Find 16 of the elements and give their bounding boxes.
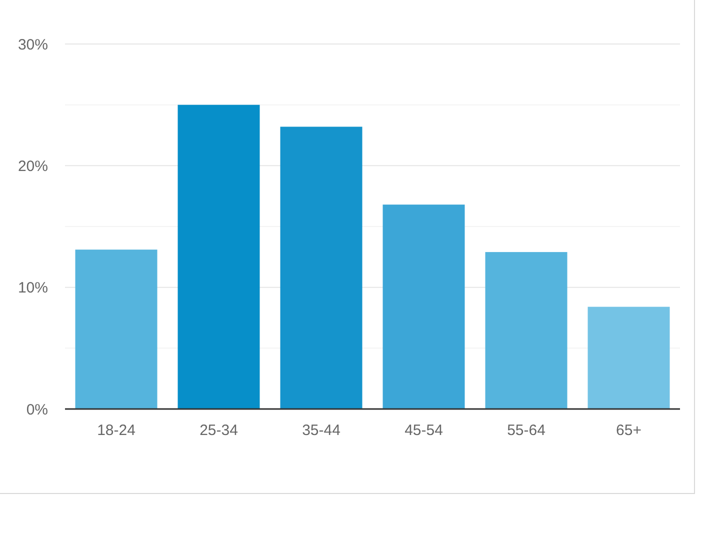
y-tick-label: 20% — [18, 158, 48, 175]
x-tick-label: 55-64 — [507, 422, 546, 439]
x-tick-label: 65+ — [616, 422, 642, 439]
y-tick-label: 0% — [26, 401, 48, 418]
bar — [280, 126, 362, 409]
x-tick-label: 18-24 — [97, 422, 136, 439]
x-tick-label: 35-44 — [302, 422, 340, 439]
bar — [178, 104, 260, 409]
bar — [382, 204, 465, 409]
bar — [588, 306, 670, 409]
bar — [75, 250, 158, 409]
x-tick-label: 45-54 — [404, 422, 443, 439]
y-tick-label: 10% — [18, 280, 48, 297]
bar — [485, 252, 568, 409]
x-tick-label: 25-34 — [200, 422, 238, 439]
y-tick-label: 30% — [18, 36, 48, 54]
